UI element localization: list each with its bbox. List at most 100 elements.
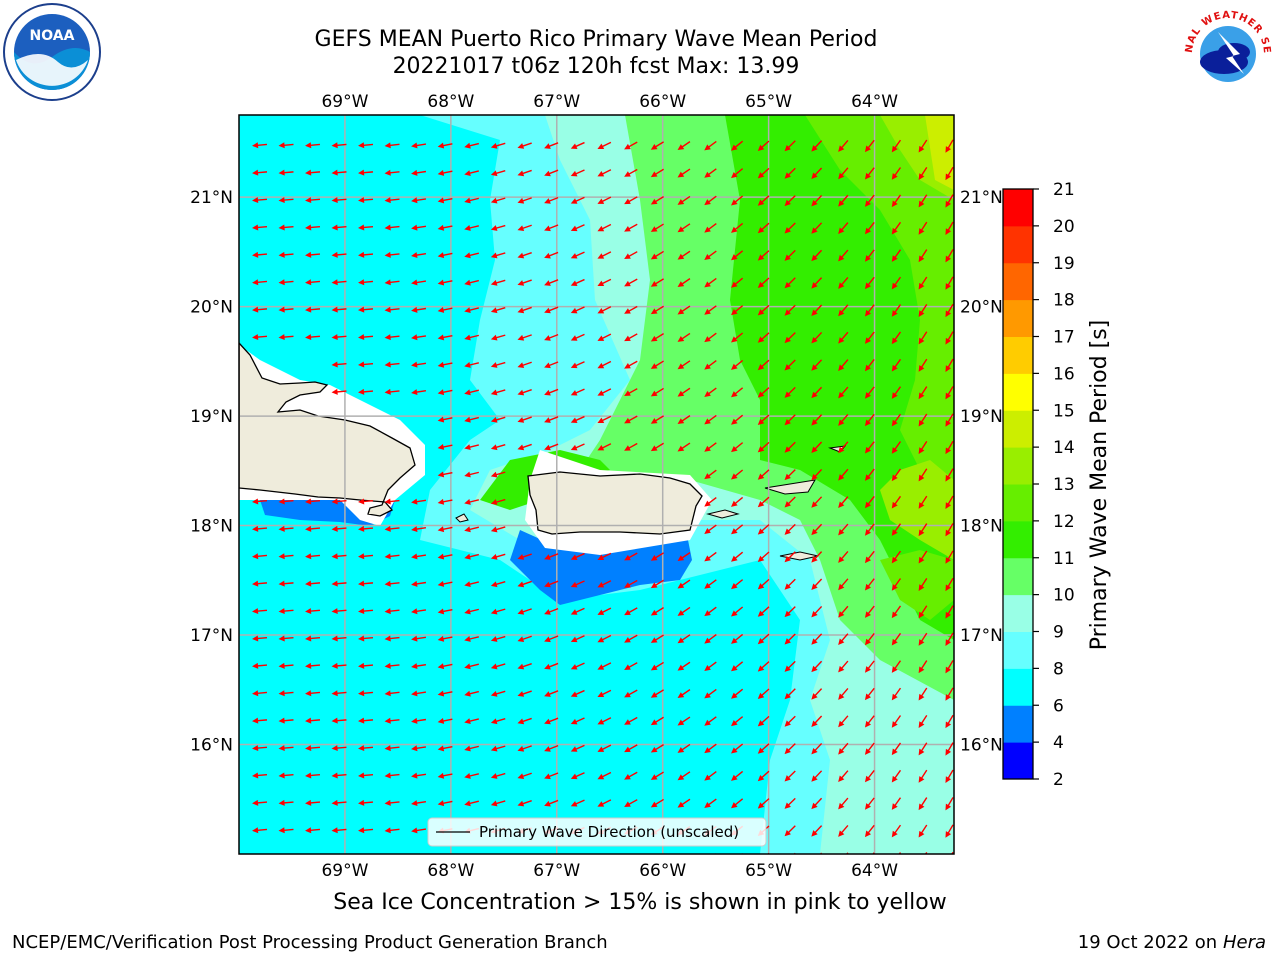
wave-direction-arrow [757, 524, 770, 535]
wave-direction-arrow [411, 827, 427, 834]
wave-direction-arrow [704, 497, 717, 507]
wave-direction-arrow [811, 140, 823, 152]
colorbar-tick-label: 14 [1053, 438, 1075, 458]
wave-direction-arrow [811, 797, 823, 810]
wave-direction-arrow [704, 634, 717, 644]
wave-direction-arrow [544, 142, 559, 149]
wave-direction-arrow [891, 605, 902, 619]
lat-tick-label-right: 17°N [960, 626, 1003, 646]
wave-direction-arrow [331, 717, 347, 724]
lat-tick-label-right: 18°N [960, 517, 1003, 537]
wave-direction-arrow [384, 662, 400, 669]
wave-direction-arrow [731, 305, 744, 316]
wave-direction-arrow [252, 772, 268, 779]
wave-direction-arrow [918, 495, 928, 509]
wave-direction-arrow [384, 388, 400, 395]
wave-direction-arrow [677, 278, 691, 288]
wave-direction-arrow [490, 416, 506, 423]
wave-direction-arrow [838, 578, 849, 591]
wave-direction-arrow [597, 717, 612, 725]
wave-direction-arrow [838, 742, 849, 755]
wave-direction-arrow [570, 689, 585, 697]
lon-tick-label-bottom: 69°W [321, 861, 368, 881]
wave-direction-arrow [731, 387, 744, 398]
wave-direction-arrow [704, 579, 717, 589]
wave-direction-arrow [278, 553, 294, 560]
wave-direction-arrow [517, 608, 532, 615]
wave-direction-arrow [891, 468, 902, 482]
wave-direction-arrow [891, 386, 902, 399]
wave-direction-arrow [384, 169, 400, 176]
wave-direction-arrow [305, 745, 321, 752]
wave-direction-arrow [544, 635, 559, 643]
wave-direction-arrow [384, 306, 400, 313]
wave-direction-arrow [650, 579, 664, 589]
wave-direction-arrow [891, 249, 902, 262]
wave-direction-arrow [945, 742, 954, 756]
wave-period-band-14-15 [925, 115, 954, 190]
wave-direction-arrow [731, 606, 744, 617]
wave-direction-arrow [731, 250, 744, 261]
wave-direction-arrow [437, 471, 453, 478]
wave-direction-arrow [731, 332, 744, 343]
wave-direction-arrow [624, 689, 638, 698]
wave-direction-arrow [358, 361, 374, 368]
wave-direction-arrow [757, 633, 770, 645]
wave-direction-arrow [384, 772, 400, 779]
wave-direction-arrow [650, 333, 664, 342]
wave-direction-arrow [597, 771, 612, 780]
colorbar-segment [1003, 410, 1033, 448]
wave-direction-arrow [384, 608, 400, 615]
lat-tick-label-left: 18°N [190, 517, 233, 537]
wave-direction-arrow [864, 222, 875, 235]
wave-direction-arrow [650, 415, 664, 424]
wave-period-band-12-13-east [880, 550, 954, 620]
wave-direction-arrow [544, 772, 559, 780]
wave-direction-arrow [437, 718, 453, 724]
wave-direction-arrow [517, 799, 532, 807]
wave-direction-arrow [811, 825, 823, 837]
wave-direction-arrow [331, 608, 347, 615]
wave-direction-arrow [891, 797, 902, 810]
wave-direction-arrow [464, 471, 479, 478]
wave-direction-arrow [650, 278, 664, 287]
wave-direction-arrow [811, 359, 823, 371]
wave-direction-arrow [864, 687, 875, 701]
wave-direction-arrow [650, 223, 664, 232]
wave-direction-arrow [517, 361, 532, 369]
wave-direction-arrow [278, 251, 294, 258]
colorbar-tick-label: 6 [1053, 696, 1064, 716]
wave-direction-arrow [464, 498, 479, 505]
wave-direction-arrow [784, 825, 796, 837]
wave-direction-arrow [464, 772, 479, 779]
wave-direction-arrow [464, 553, 479, 560]
wave-direction-arrow [811, 633, 823, 645]
wave-direction-arrow [278, 525, 294, 532]
wave-direction-arrow [570, 799, 585, 807]
wave-direction-arrow [731, 195, 744, 206]
wave-direction-arrow [437, 553, 453, 560]
wave-direction-arrow [437, 800, 453, 807]
wave-direction-arrow [918, 550, 928, 564]
wave-direction-arrow [305, 498, 321, 505]
colorbar-segment [1003, 631, 1033, 669]
wave-direction-arrow [490, 608, 506, 615]
wave-direction-arrow [945, 605, 954, 619]
wave-direction-arrow [358, 799, 374, 806]
wave-direction-arrow [411, 169, 427, 176]
wave-direction-arrow [891, 550, 902, 564]
wave-direction-arrow [784, 414, 796, 426]
wave-direction-arrow [358, 388, 374, 395]
wave-direction-arrow [624, 579, 638, 588]
wave-direction-arrow [252, 855, 267, 861]
wave-direction-arrow [864, 139, 875, 153]
wave-direction-arrow [650, 661, 664, 671]
wave-direction-arrow [784, 743, 796, 755]
wave-direction-arrow [918, 276, 928, 290]
wave-direction-arrow [464, 745, 479, 752]
wave-direction-arrow [570, 388, 585, 396]
wave-direction-arrow [731, 277, 744, 288]
wave-direction-arrow [677, 360, 691, 370]
wave-direction-arrow [784, 222, 796, 234]
wave-direction-arrow [544, 607, 559, 615]
